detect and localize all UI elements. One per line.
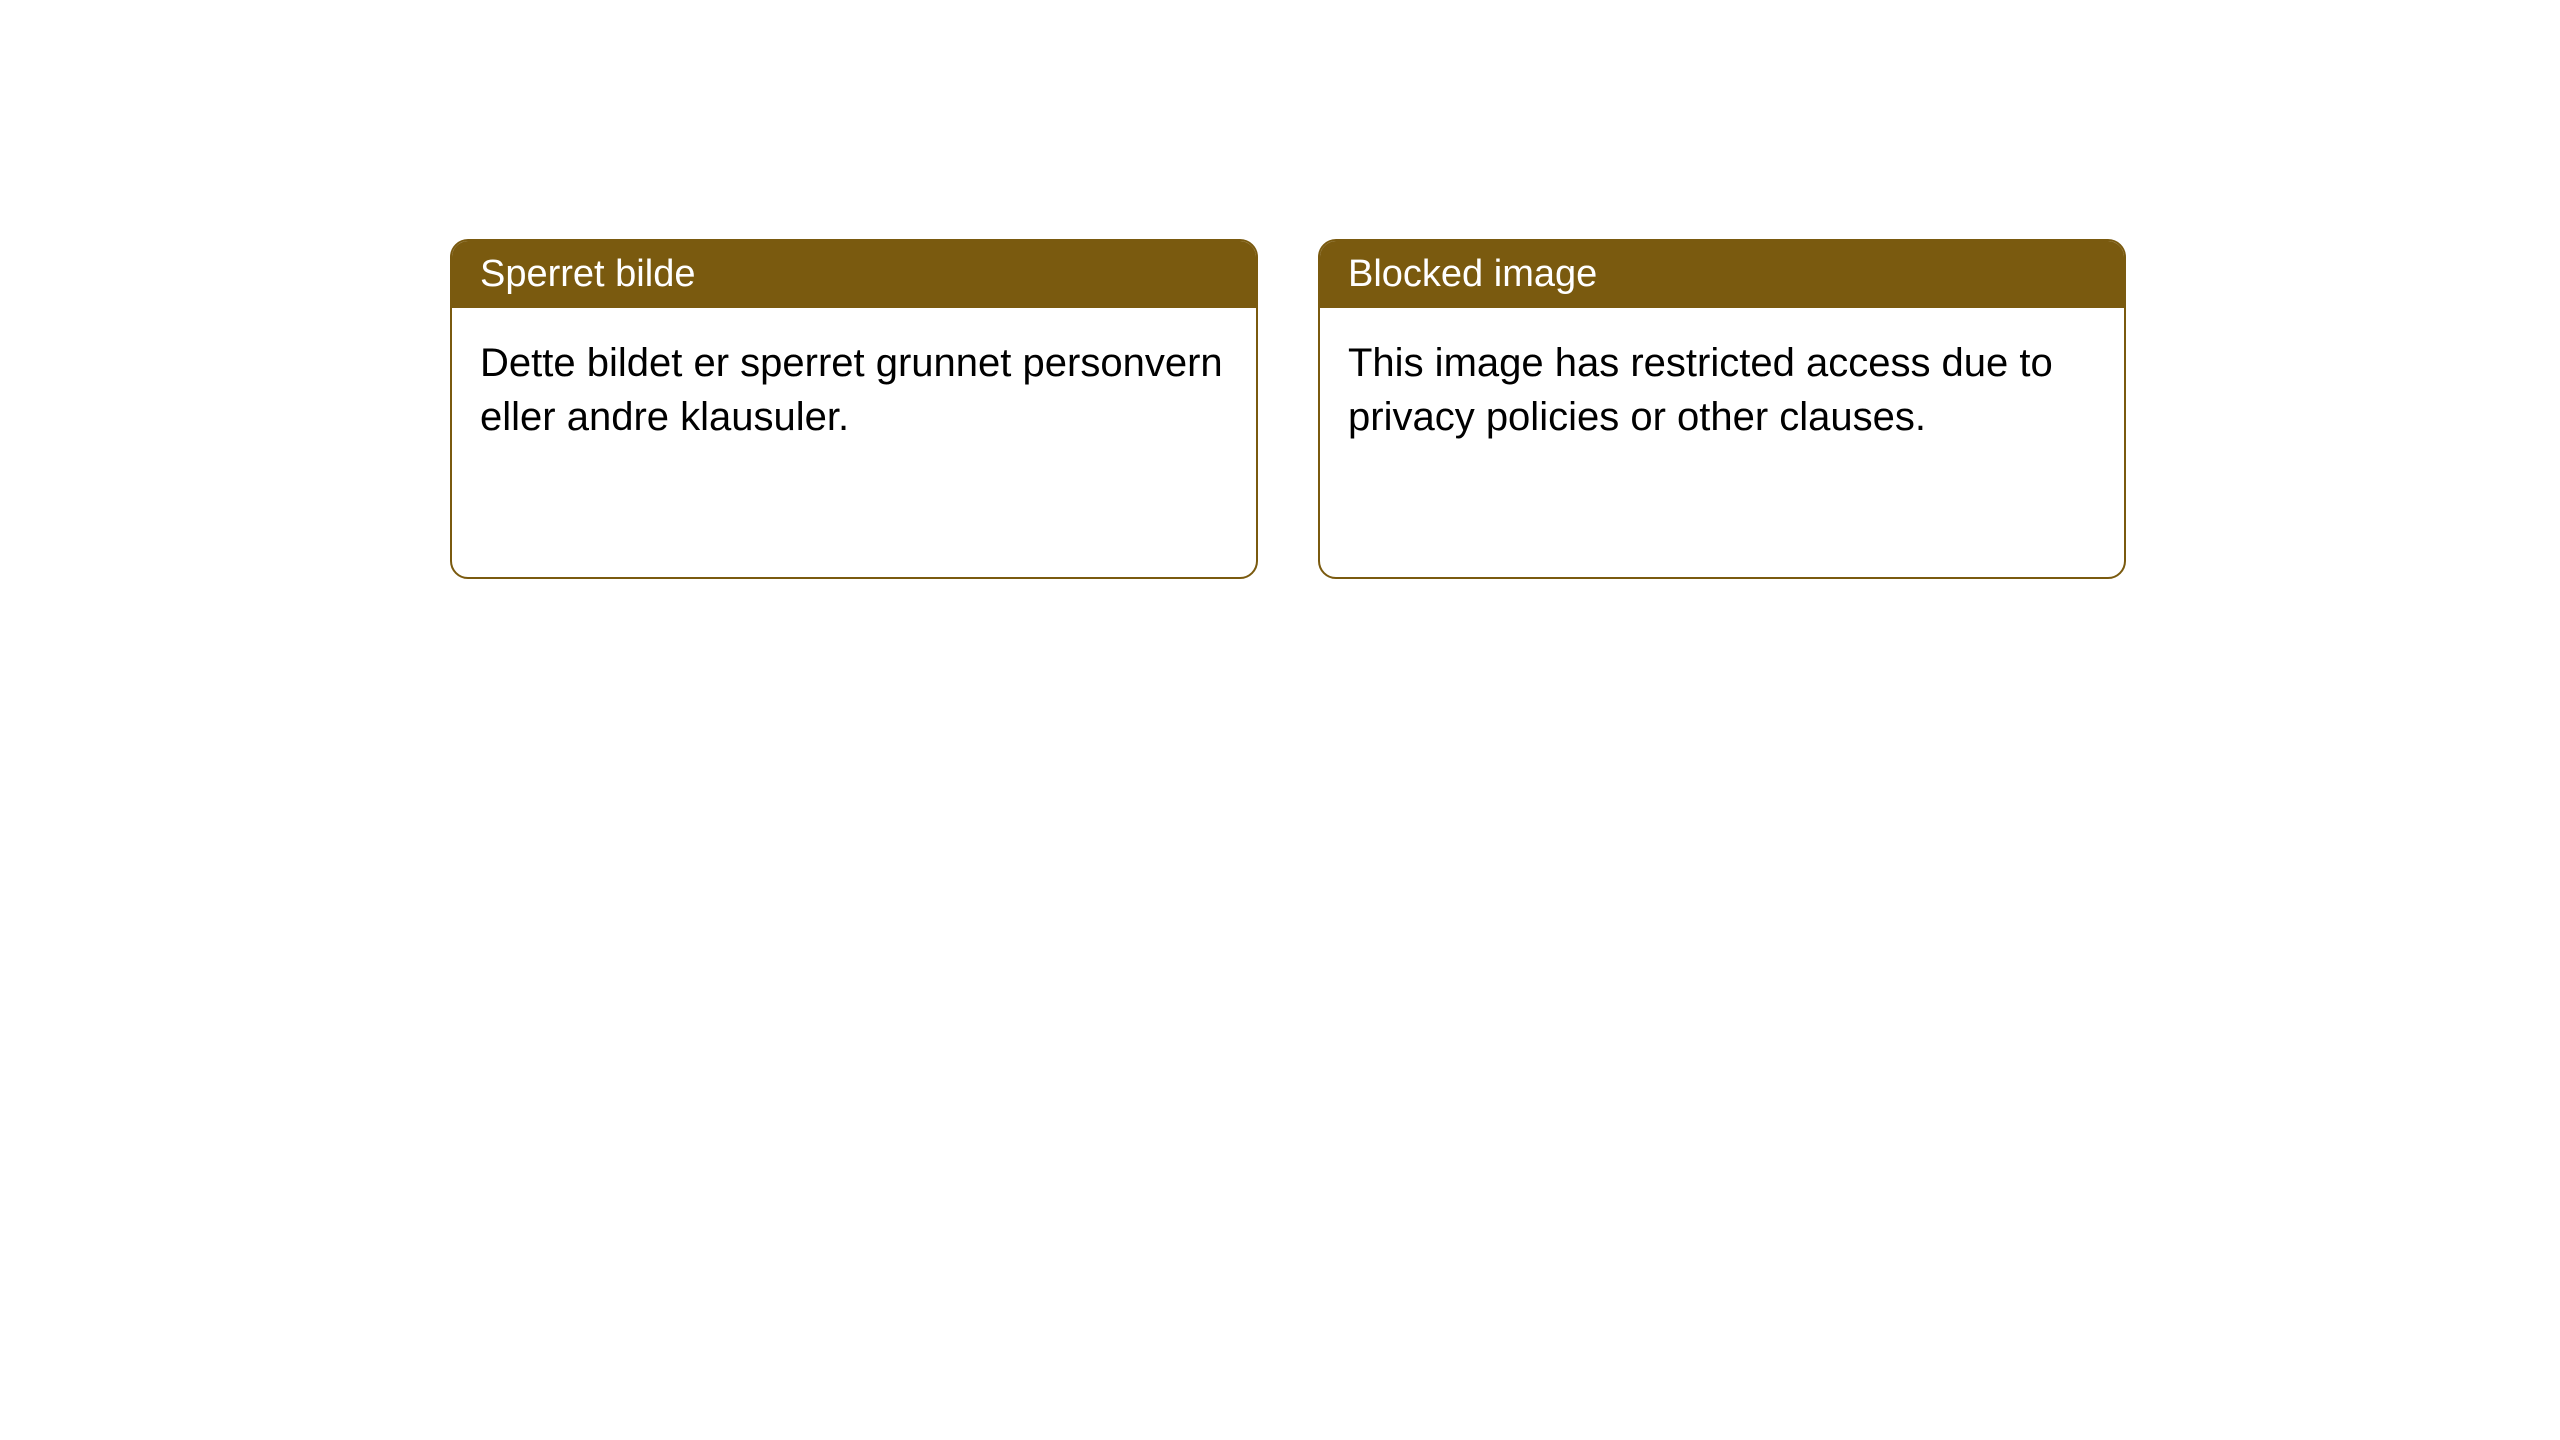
card-title: Blocked image bbox=[1348, 253, 1597, 295]
card-body-text: This image has restricted access due to … bbox=[1348, 341, 2053, 439]
card-body: This image has restricted access due to … bbox=[1320, 308, 2124, 472]
card-title: Sperret bilde bbox=[480, 253, 695, 295]
notice-cards-container: Sperret bilde Dette bildet er sperret gr… bbox=[450, 239, 2126, 579]
card-header: Sperret bilde bbox=[452, 241, 1256, 308]
card-header: Blocked image bbox=[1320, 241, 2124, 308]
card-body: Dette bildet er sperret grunnet personve… bbox=[452, 308, 1256, 472]
notice-card-english: Blocked image This image has restricted … bbox=[1318, 239, 2126, 579]
notice-card-norwegian: Sperret bilde Dette bildet er sperret gr… bbox=[450, 239, 1258, 579]
card-body-text: Dette bildet er sperret grunnet personve… bbox=[480, 341, 1223, 439]
